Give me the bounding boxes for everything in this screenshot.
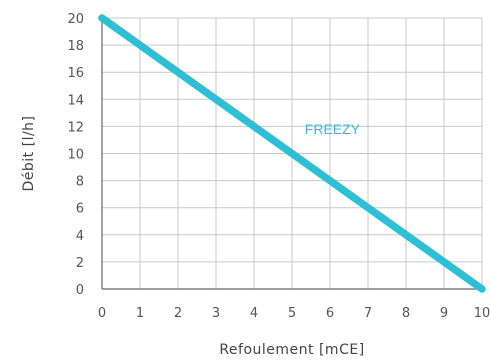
- y-tick-label: 10: [67, 148, 84, 163]
- y-tick-labels: 0 2 4 6 8 10 12 14 16 18 20: [67, 12, 84, 298]
- x-axis-title: Refoulement [mCE]: [219, 342, 364, 358]
- x-tick-label: 9: [440, 306, 448, 321]
- x-tick-label: 3: [212, 306, 220, 321]
- y-tick-label: 18: [67, 39, 84, 54]
- y-tick-label: 0: [76, 283, 84, 298]
- x-tick-label: 1: [136, 306, 144, 321]
- x-tick-label: 0: [98, 306, 106, 321]
- x-tick-labels: 0 1 2 3 4 5 6 7 8 9 10: [98, 306, 490, 321]
- y-tick-label: 16: [67, 66, 84, 81]
- x-tick-label: 4: [250, 306, 258, 321]
- axes: [101, 16, 482, 290]
- series-group: FREEZY: [98, 14, 486, 293]
- y-tick-label: 6: [76, 202, 84, 217]
- x-tick-label: 7: [364, 306, 372, 321]
- y-tick-label: 4: [76, 229, 84, 244]
- x-tick-label: 8: [402, 306, 410, 321]
- x-tick-label: 2: [174, 306, 182, 321]
- y-tick-label: 12: [67, 120, 84, 135]
- y-tick-label: 2: [76, 256, 84, 271]
- series-label: FREEZY: [305, 121, 361, 137]
- y-tick-label: 8: [76, 175, 84, 190]
- x-tick-label: 10: [474, 306, 490, 321]
- series-line-0: [98, 14, 486, 293]
- y-axis-title: Débit [l/h]: [21, 115, 37, 191]
- y-tick-label: 14: [67, 93, 84, 108]
- x-tick-label: 6: [326, 306, 334, 321]
- x-tick-label: 5: [288, 306, 296, 321]
- y-tick-label: 20: [67, 12, 84, 27]
